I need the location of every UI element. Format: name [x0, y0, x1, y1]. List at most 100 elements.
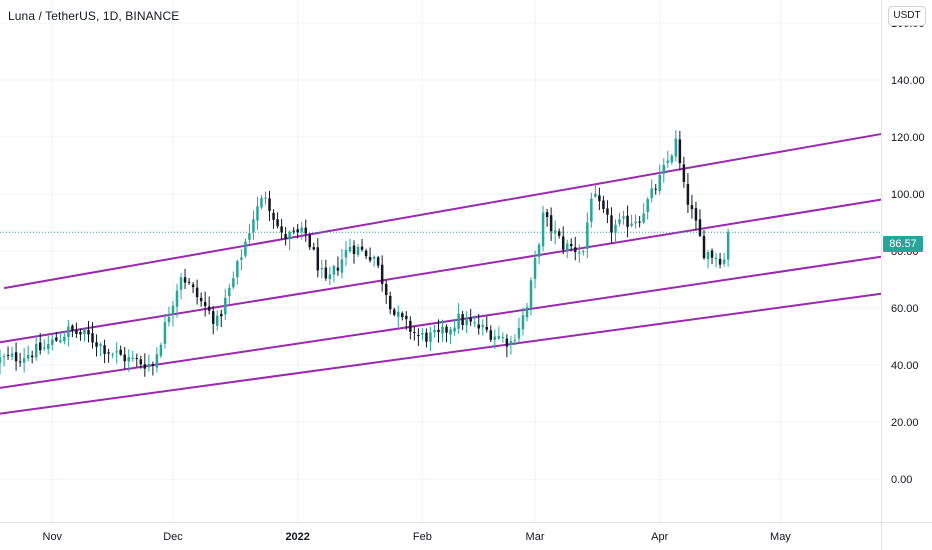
trend-lines — [0, 133, 882, 415]
candle-body — [722, 259, 726, 264]
candle-body — [574, 247, 577, 252]
candle-body — [155, 354, 159, 368]
candle-body — [630, 223, 633, 226]
candle-body — [240, 257, 243, 260]
candle-body — [380, 264, 384, 284]
candle-body — [537, 244, 541, 257]
candle-body — [497, 336, 501, 339]
y-tick-label: 60.00 — [891, 303, 919, 315]
channel-upper — [3, 133, 882, 290]
candle-body — [372, 256, 376, 259]
candle-body — [10, 353, 14, 357]
candle-body — [626, 215, 629, 227]
channel-bottom — [0, 292, 882, 415]
candle-body — [203, 302, 207, 307]
candle-body — [199, 297, 203, 302]
candle-body — [2, 356, 6, 358]
candle-body — [441, 326, 444, 334]
candle-body — [111, 353, 114, 355]
candle-body — [79, 331, 82, 335]
candle-body — [457, 313, 460, 329]
candle-body — [228, 287, 231, 297]
candle-body — [525, 307, 529, 318]
y-tick-label: 120.00 — [891, 132, 925, 144]
candle-body — [34, 344, 38, 358]
candle-body — [501, 337, 505, 339]
candle-body — [95, 342, 98, 347]
candle-body — [163, 322, 167, 344]
candle-body — [272, 212, 275, 220]
candle-body — [533, 258, 537, 279]
candle-body — [465, 319, 468, 326]
candle-body — [602, 200, 605, 210]
candle-body — [43, 347, 46, 349]
candle-body — [139, 359, 143, 365]
candle-body — [493, 336, 497, 340]
candle-body — [356, 246, 360, 255]
y-tick-label: 140.00 — [891, 75, 925, 87]
last-price-label: 86.57 — [883, 236, 923, 252]
candle-body — [578, 252, 581, 254]
currency-unit-button[interactable]: USDT — [888, 6, 926, 26]
candle-body — [316, 247, 320, 271]
candle-body — [485, 326, 489, 330]
candle-body — [191, 284, 195, 288]
candle-body — [103, 345, 106, 354]
candles — [0, 130, 730, 377]
candle-body — [211, 311, 215, 324]
candle-body — [207, 306, 211, 311]
candle-body — [682, 164, 686, 182]
candle-body — [220, 313, 223, 317]
y-tick-label: 0.00 — [891, 474, 912, 486]
candle-body — [151, 363, 155, 366]
candle-body — [252, 219, 255, 232]
candle-body — [288, 231, 291, 240]
candle-body — [658, 174, 661, 192]
candle-body — [107, 352, 110, 354]
candle-body — [264, 197, 267, 199]
candle-body — [143, 364, 147, 369]
candle-body — [622, 216, 625, 219]
candle-body — [706, 252, 710, 260]
candle-body — [413, 332, 416, 334]
candle-body — [388, 295, 392, 310]
candle-body — [513, 339, 517, 341]
candle-body — [115, 351, 118, 353]
candle-body — [51, 339, 54, 345]
candle-body — [75, 330, 78, 334]
candle-body — [280, 226, 283, 233]
candle-body — [666, 160, 670, 163]
x-tick-label: Nov — [43, 531, 63, 543]
candle-body — [215, 315, 219, 326]
candle-body — [726, 232, 730, 260]
x-tick-label: Feb — [413, 531, 432, 543]
candle-body — [674, 138, 678, 157]
candle-body — [473, 322, 476, 324]
candle-body — [91, 333, 94, 343]
candle-body — [678, 139, 682, 164]
candle-body — [698, 219, 702, 236]
candle-body — [87, 330, 90, 335]
candle-body — [646, 199, 649, 213]
price-axis-background — [881, 0, 932, 550]
candle-body — [694, 208, 698, 221]
candle-body — [445, 326, 448, 333]
candle-body — [710, 250, 714, 258]
x-tick-label: May — [770, 531, 791, 543]
candle-body — [702, 235, 706, 259]
candle-body — [59, 340, 62, 343]
candle-body — [244, 241, 247, 256]
candle-body — [529, 280, 533, 309]
candle-body — [123, 354, 126, 362]
candle-body — [449, 329, 452, 335]
candle-body — [30, 355, 34, 358]
candle-body — [368, 257, 372, 261]
candle-body — [714, 257, 718, 260]
candle-body — [22, 358, 26, 363]
candle-body — [561, 236, 565, 250]
candle-body — [614, 224, 617, 233]
candle-body — [397, 311, 400, 317]
chart-title: Luna / TetherUS, 1D, BINANCE — [8, 9, 180, 23]
